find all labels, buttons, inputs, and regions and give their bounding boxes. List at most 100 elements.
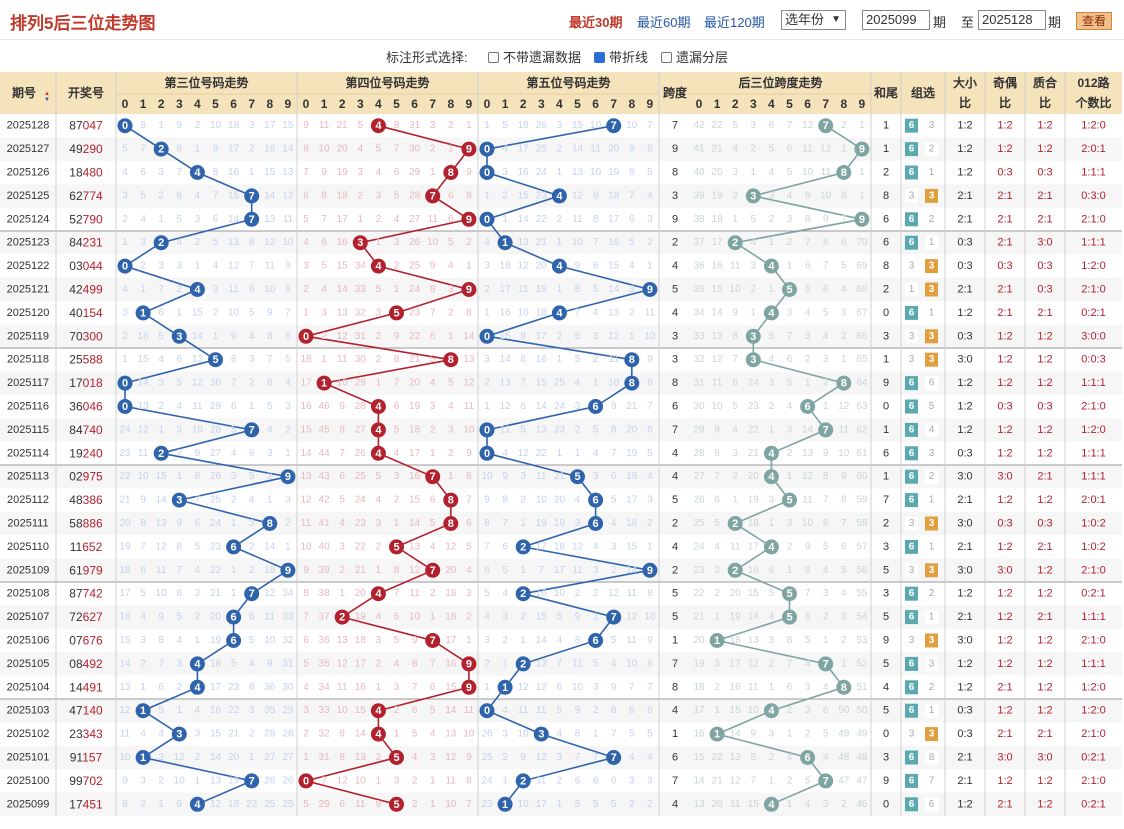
miss-value: 15 <box>119 635 131 646</box>
range-tab-30[interactable]: 最近30期 <box>569 15 623 30</box>
miss-value: 28 <box>210 424 222 435</box>
hit-number: 0 <box>484 705 490 717</box>
miss-value: 2 <box>751 284 757 295</box>
miss-value: 38 <box>693 214 705 225</box>
miss-value: 2 <box>823 378 829 389</box>
draw-number: 84740 <box>69 423 103 437</box>
oe-ratio: 1:2 <box>997 658 1012 670</box>
miss-value: 2 <box>647 518 653 529</box>
view-button[interactable]: 查看 <box>1076 12 1112 30</box>
miss-value: 20 <box>712 799 724 810</box>
miss-value: 4 <box>823 331 829 342</box>
miss-value: 8 <box>647 378 653 389</box>
range-tab-120[interactable]: 最近120期 <box>704 15 765 30</box>
digit-label-0-1: 1 <box>140 97 147 111</box>
chevron-down-icon: ▼ <box>831 14 841 25</box>
miss-value: 32 <box>355 307 367 318</box>
miss-value: 20 <box>626 424 638 435</box>
hit-ball <box>135 305 151 321</box>
option-no-miss-label: 不带遗漏数据 <box>503 50 582 65</box>
year-select[interactable]: 选年份 ▼ <box>781 10 846 30</box>
oe-ratio: 2:1 <box>997 681 1012 693</box>
miss-value: 6 <box>647 424 653 435</box>
hit-ball <box>370 258 386 274</box>
hit-number: 1 <box>321 378 327 390</box>
to-issue-input[interactable]: 2025128 <box>978 10 1046 30</box>
miss-value: 2 <box>732 190 738 201</box>
hit-ball <box>551 258 567 274</box>
miss-value: 7 <box>394 378 400 389</box>
miss-value: 11 <box>428 214 439 225</box>
miss-value: 4 <box>629 752 635 763</box>
hit-number: 6 <box>593 401 599 413</box>
miss-value: 1 <box>823 635 829 646</box>
hit-number: 4 <box>768 541 775 553</box>
miss-value: 4 <box>358 144 364 155</box>
miss-value: 7 <box>805 588 811 599</box>
hit-ball <box>370 118 386 134</box>
digit-label-1-7: 7 <box>429 97 436 111</box>
miss-value: 5 <box>213 237 219 248</box>
miss-value: 5 <box>122 144 128 155</box>
bs-ratio: 2:1 <box>957 775 972 787</box>
issue-cell: 2025119 <box>7 330 49 342</box>
bs-ratio: 2:1 <box>957 541 972 553</box>
miss-value: 2 <box>195 237 201 248</box>
draw-number: 72627 <box>69 610 103 624</box>
bs-ratio: 2:1 <box>957 213 972 225</box>
miss-value: 6 <box>303 190 309 201</box>
miss-value: 1 <box>732 495 738 506</box>
miss-value: 5 <box>593 284 599 295</box>
pc-ratio: 1:2 <box>1037 658 1052 670</box>
miss-value: 4 <box>448 261 454 272</box>
hit-number: 0 <box>484 167 490 179</box>
bs-ratio: 2:1 <box>957 752 972 764</box>
miss-value: 1 <box>557 354 563 365</box>
checkbox-polyline[interactable] <box>594 52 605 63</box>
checkbox-miss-layer[interactable] <box>661 52 672 63</box>
miss-value: 26 <box>693 495 705 506</box>
checkbox-no-miss[interactable] <box>488 52 499 63</box>
span-value: 8 <box>672 681 678 693</box>
miss-value: 4 <box>841 284 847 295</box>
miss-value: 3 <box>376 635 382 646</box>
option-miss-layer[interactable]: 遗漏分层 <box>661 47 728 66</box>
miss-value: 5 <box>714 518 720 529</box>
miss-value: 5 <box>231 424 237 435</box>
miss-value: 17 <box>337 214 349 225</box>
miss-value: 10 <box>174 775 186 786</box>
pc-ratio: 1:2 <box>1037 354 1052 366</box>
draw-number: 84231 <box>69 236 103 250</box>
miss-value: 4 <box>593 307 599 318</box>
hit-ball <box>745 188 761 204</box>
miss-value: 10 <box>337 705 349 716</box>
group-six-cell: 6 <box>909 144 915 155</box>
hit-ball <box>782 492 797 508</box>
table-row-bg <box>0 745 1122 770</box>
range-tab-60[interactable]: 最近60期 <box>637 15 691 30</box>
miss-value: 20 <box>337 144 349 155</box>
miss-value: 2 <box>611 565 617 576</box>
miss-value: 4 <box>466 565 472 576</box>
hit-ball <box>298 773 314 789</box>
miss-value: 8 <box>732 331 738 342</box>
hit-number: 8 <box>448 518 454 530</box>
miss-value: 1 <box>376 775 382 786</box>
miss-value: 3 <box>841 612 847 623</box>
road-ratio: 2:1:0 <box>1081 775 1105 787</box>
pc-ratio: 1:2 <box>1037 705 1052 717</box>
miss-value: 15 <box>156 471 168 482</box>
miss-value: 11 <box>536 705 547 716</box>
option-polyline[interactable]: 带折线 <box>594 47 648 66</box>
miss-value: 4 <box>593 541 599 552</box>
miss-value: 2 <box>732 471 738 482</box>
option-no-miss[interactable]: 不带遗漏数据 <box>488 47 581 66</box>
miss-value: 1 <box>787 565 793 576</box>
miss-value: 1 <box>647 261 653 272</box>
group-box-3 <box>925 727 938 742</box>
bs-ratio: 3:0 <box>957 471 972 483</box>
from-issue-input[interactable]: 2025099 <box>862 10 930 30</box>
miss-value: 18 <box>626 471 638 482</box>
pc-ratio: 0:3 <box>1037 401 1052 413</box>
